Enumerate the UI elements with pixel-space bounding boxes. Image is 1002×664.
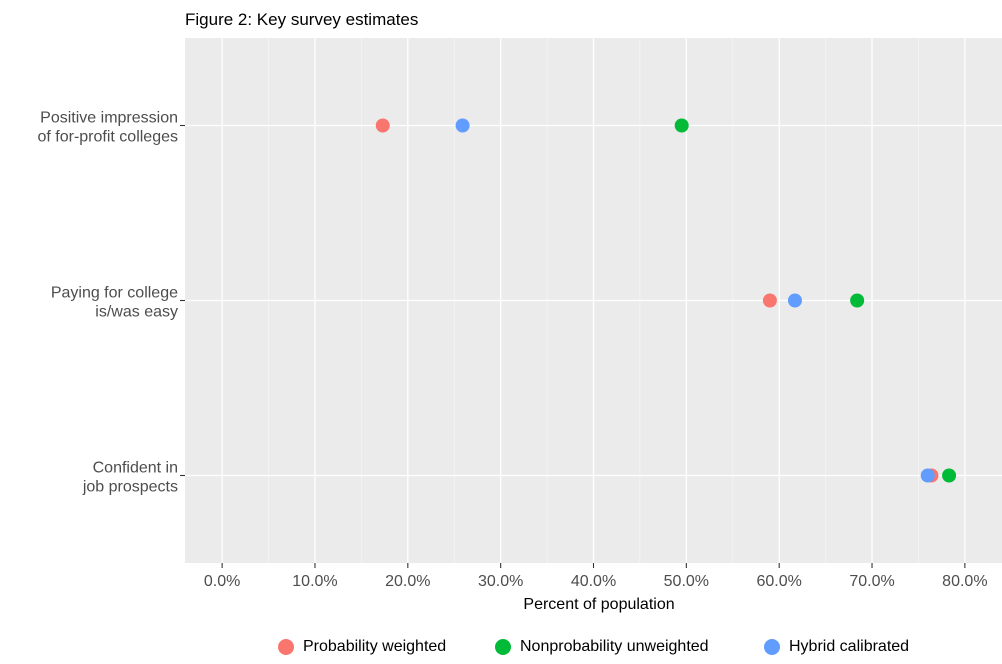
y-category-label-line: Positive impression xyxy=(40,110,178,127)
legend-key xyxy=(764,639,780,655)
data-point xyxy=(850,293,865,308)
legend-label: Hybrid calibrated xyxy=(789,638,910,655)
x-tick-label: 20.0% xyxy=(385,573,430,590)
y-category-label-line: of for-profit colleges xyxy=(37,129,178,146)
x-tick-label: 60.0% xyxy=(756,573,801,590)
x-tick-label: 30.0% xyxy=(478,573,523,590)
y-category-label-line: is/was easy xyxy=(95,304,178,321)
data-points xyxy=(375,118,957,483)
legend-item: Nonprobability unweighted xyxy=(495,638,709,656)
data-point xyxy=(762,293,777,308)
y-axis: Positive impression of for-profit college… xyxy=(37,110,185,496)
data-point xyxy=(942,468,957,483)
legend-item: Probability weighted xyxy=(278,638,446,656)
y-category-label-line: Confident in xyxy=(93,460,178,477)
x-tick-label: 70.0% xyxy=(849,573,894,590)
x-tick-label: 50.0% xyxy=(664,573,709,590)
legend-label: Nonprobability unweighted xyxy=(520,638,709,655)
x-tick-label: 0.0% xyxy=(204,573,240,590)
data-point xyxy=(674,118,689,133)
legend-key xyxy=(278,639,294,655)
x-axis: 0.0% 10.0% 20.0% 30.0% 40.0% 50.0% 60.0% 70.0% 8… xyxy=(204,563,988,590)
major-gridlines xyxy=(185,38,1002,563)
x-tick-label: 40.0% xyxy=(571,573,616,590)
dot-plot: Positive impression of for-profit college… xyxy=(37,38,1002,613)
legend-label: Probability weighted xyxy=(303,638,447,655)
y-category-label-line: job prospects xyxy=(82,479,178,496)
y-category-label: Paying for college is/was easy xyxy=(51,285,178,321)
x-tick-label: 80.0% xyxy=(942,573,987,590)
x-tick-label: 10.0% xyxy=(292,573,337,590)
data-point xyxy=(787,293,802,308)
legend: Probability weighted Nonprobability unwei… xyxy=(0,638,1002,664)
y-category-label-line: Paying for college xyxy=(51,285,178,302)
chart-title: Figure 2: Key survey estimates xyxy=(185,10,419,29)
legend-key xyxy=(495,639,511,655)
y-category-label: Positive impression of for-profit college… xyxy=(37,110,178,146)
y-category-label: Confident in job prospects xyxy=(82,460,178,496)
data-point xyxy=(920,468,935,483)
legend-item: Hybrid calibrated xyxy=(764,638,909,656)
data-point xyxy=(455,118,470,133)
data-point xyxy=(375,118,390,133)
x-axis-title: Percent of population xyxy=(523,596,674,613)
